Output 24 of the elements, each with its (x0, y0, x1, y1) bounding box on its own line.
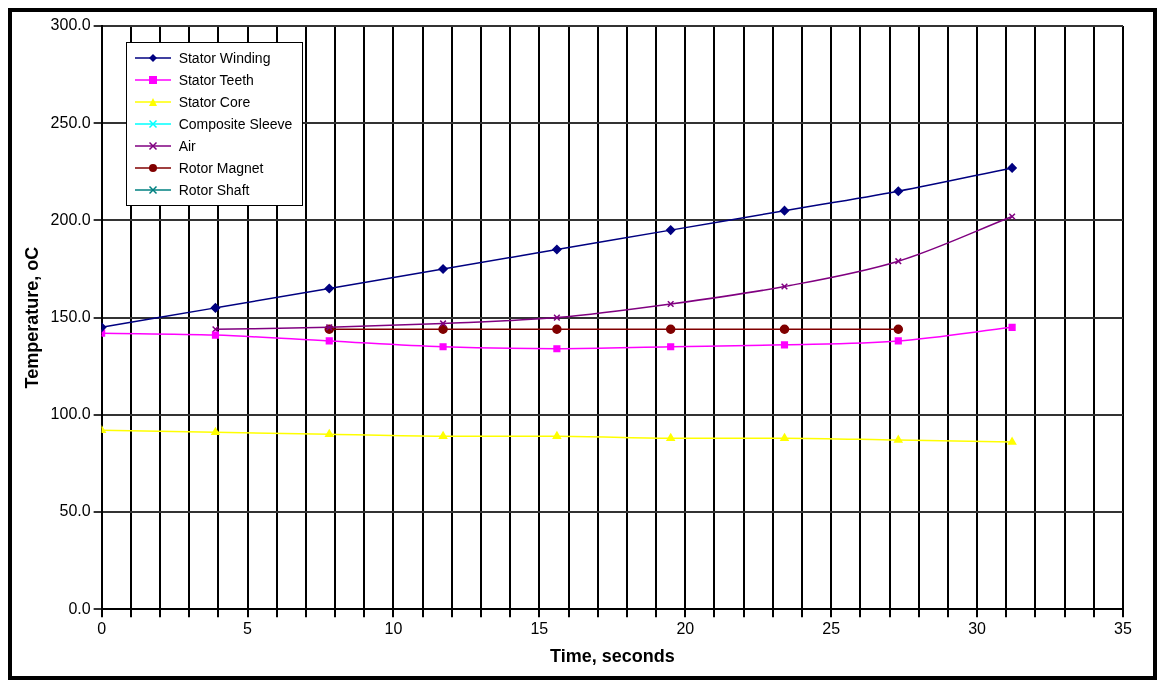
x-tick-label: 0 (97, 620, 107, 638)
legend-label: Air (178, 138, 196, 154)
y-tick-label: 100.0 (50, 405, 91, 423)
y-tick-label: 300.0 (50, 16, 91, 34)
legend-label: Stator Core (178, 94, 251, 110)
y-tick-label: 0.0 (68, 599, 91, 617)
y-tick-label: 200.0 (50, 210, 91, 228)
legend-label: Rotor Shaft (178, 182, 250, 198)
legend-label: Stator Winding (178, 50, 271, 66)
x-tick-label: 35 (1114, 620, 1132, 638)
y-tick-label: 150.0 (50, 308, 91, 326)
y-axis-title: Temperature, oC (21, 246, 42, 389)
y-tick-label: 250.0 (50, 113, 91, 131)
legend-label: Rotor Magnet (178, 160, 264, 176)
x-tick-label: 5 (243, 620, 253, 638)
x-axis-title: Time, seconds (549, 646, 675, 667)
legend-label: Composite Sleeve (178, 116, 293, 132)
x-tick-label: 30 (968, 620, 987, 638)
x-tick-label: 25 (822, 620, 841, 638)
x-tick-label: 10 (384, 620, 403, 638)
legend-label: Stator Teeth (178, 72, 254, 88)
x-tick-label: 15 (530, 620, 549, 638)
x-tick-label: 20 (676, 620, 695, 638)
y-tick-label: 50.0 (59, 502, 91, 520)
